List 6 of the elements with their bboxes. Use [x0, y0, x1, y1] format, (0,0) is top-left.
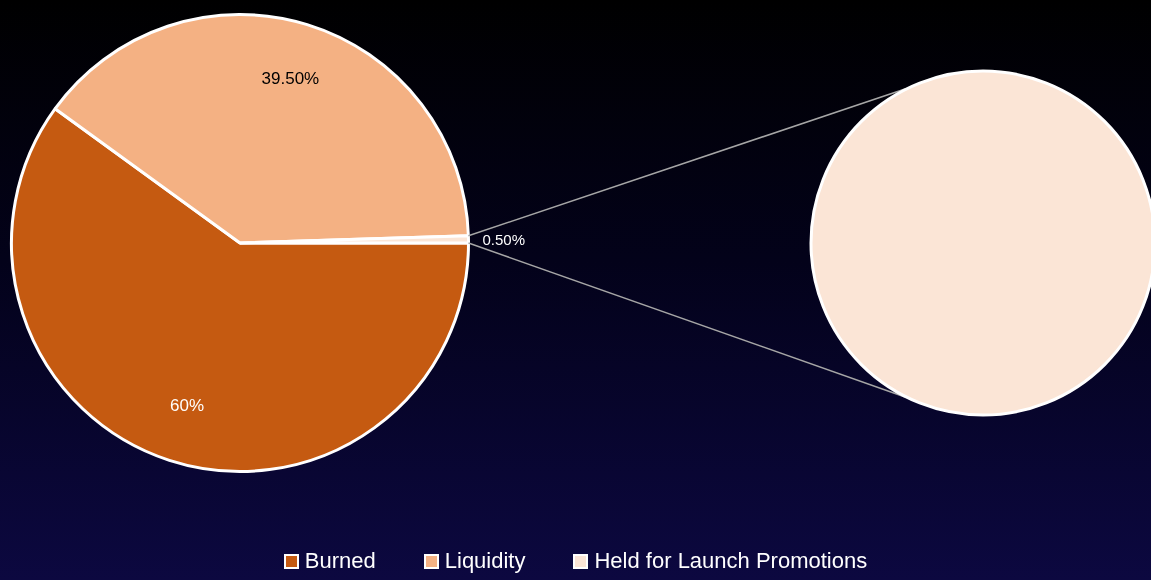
legend-label: Held for Launch Promotions [594, 548, 868, 574]
data-label: 60% [170, 395, 205, 415]
data-label: 0.50% [482, 231, 526, 249]
data-label: 39.50% [261, 68, 320, 88]
legend-label: Liquidity [444, 548, 526, 574]
legend-label: Burned [304, 548, 376, 574]
